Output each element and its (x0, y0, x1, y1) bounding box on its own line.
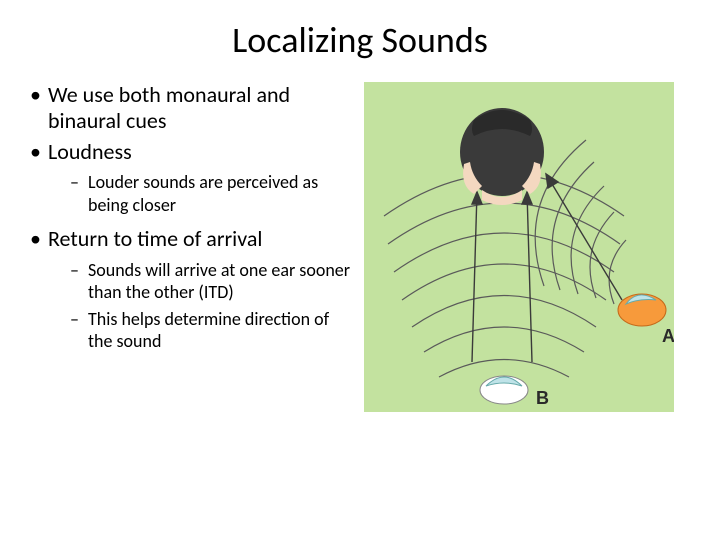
content-row: We use both monaural and binaural cues L… (0, 82, 720, 417)
label-a: A (662, 326, 674, 346)
sub-bullet-item: This helps determine direction of the so… (48, 308, 354, 353)
slide-title: Localizing Sounds (0, 0, 720, 82)
sound-localization-diagram: A B (364, 82, 674, 412)
sub-bullet-list: Louder sounds are perceived as being clo… (48, 171, 354, 216)
bullet-text: Return to time of arrival (48, 225, 262, 252)
bullet-list: We use both monaural and binaural cues L… (24, 82, 354, 353)
sub-bullet-item: Louder sounds are perceived as being clo… (48, 171, 354, 216)
bullet-item: Loudness Louder sounds are perceived as … (24, 139, 354, 216)
speaker-a-icon (618, 294, 666, 326)
bullet-item: Return to time of arrival Sounds will ar… (24, 226, 354, 352)
text-column: We use both monaural and binaural cues L… (24, 82, 364, 417)
sub-bullet-list: Sounds will arrive at one ear sooner tha… (48, 259, 354, 353)
head-icon (460, 108, 544, 205)
diagram-column: A B (364, 82, 684, 417)
sub-bullet-item: Sounds will arrive at one ear sooner tha… (48, 259, 354, 304)
label-b: B (536, 388, 549, 408)
speaker-b-icon (480, 376, 528, 404)
bullet-text: Loudness (48, 138, 132, 165)
bullet-item: We use both monaural and binaural cues (24, 82, 354, 135)
